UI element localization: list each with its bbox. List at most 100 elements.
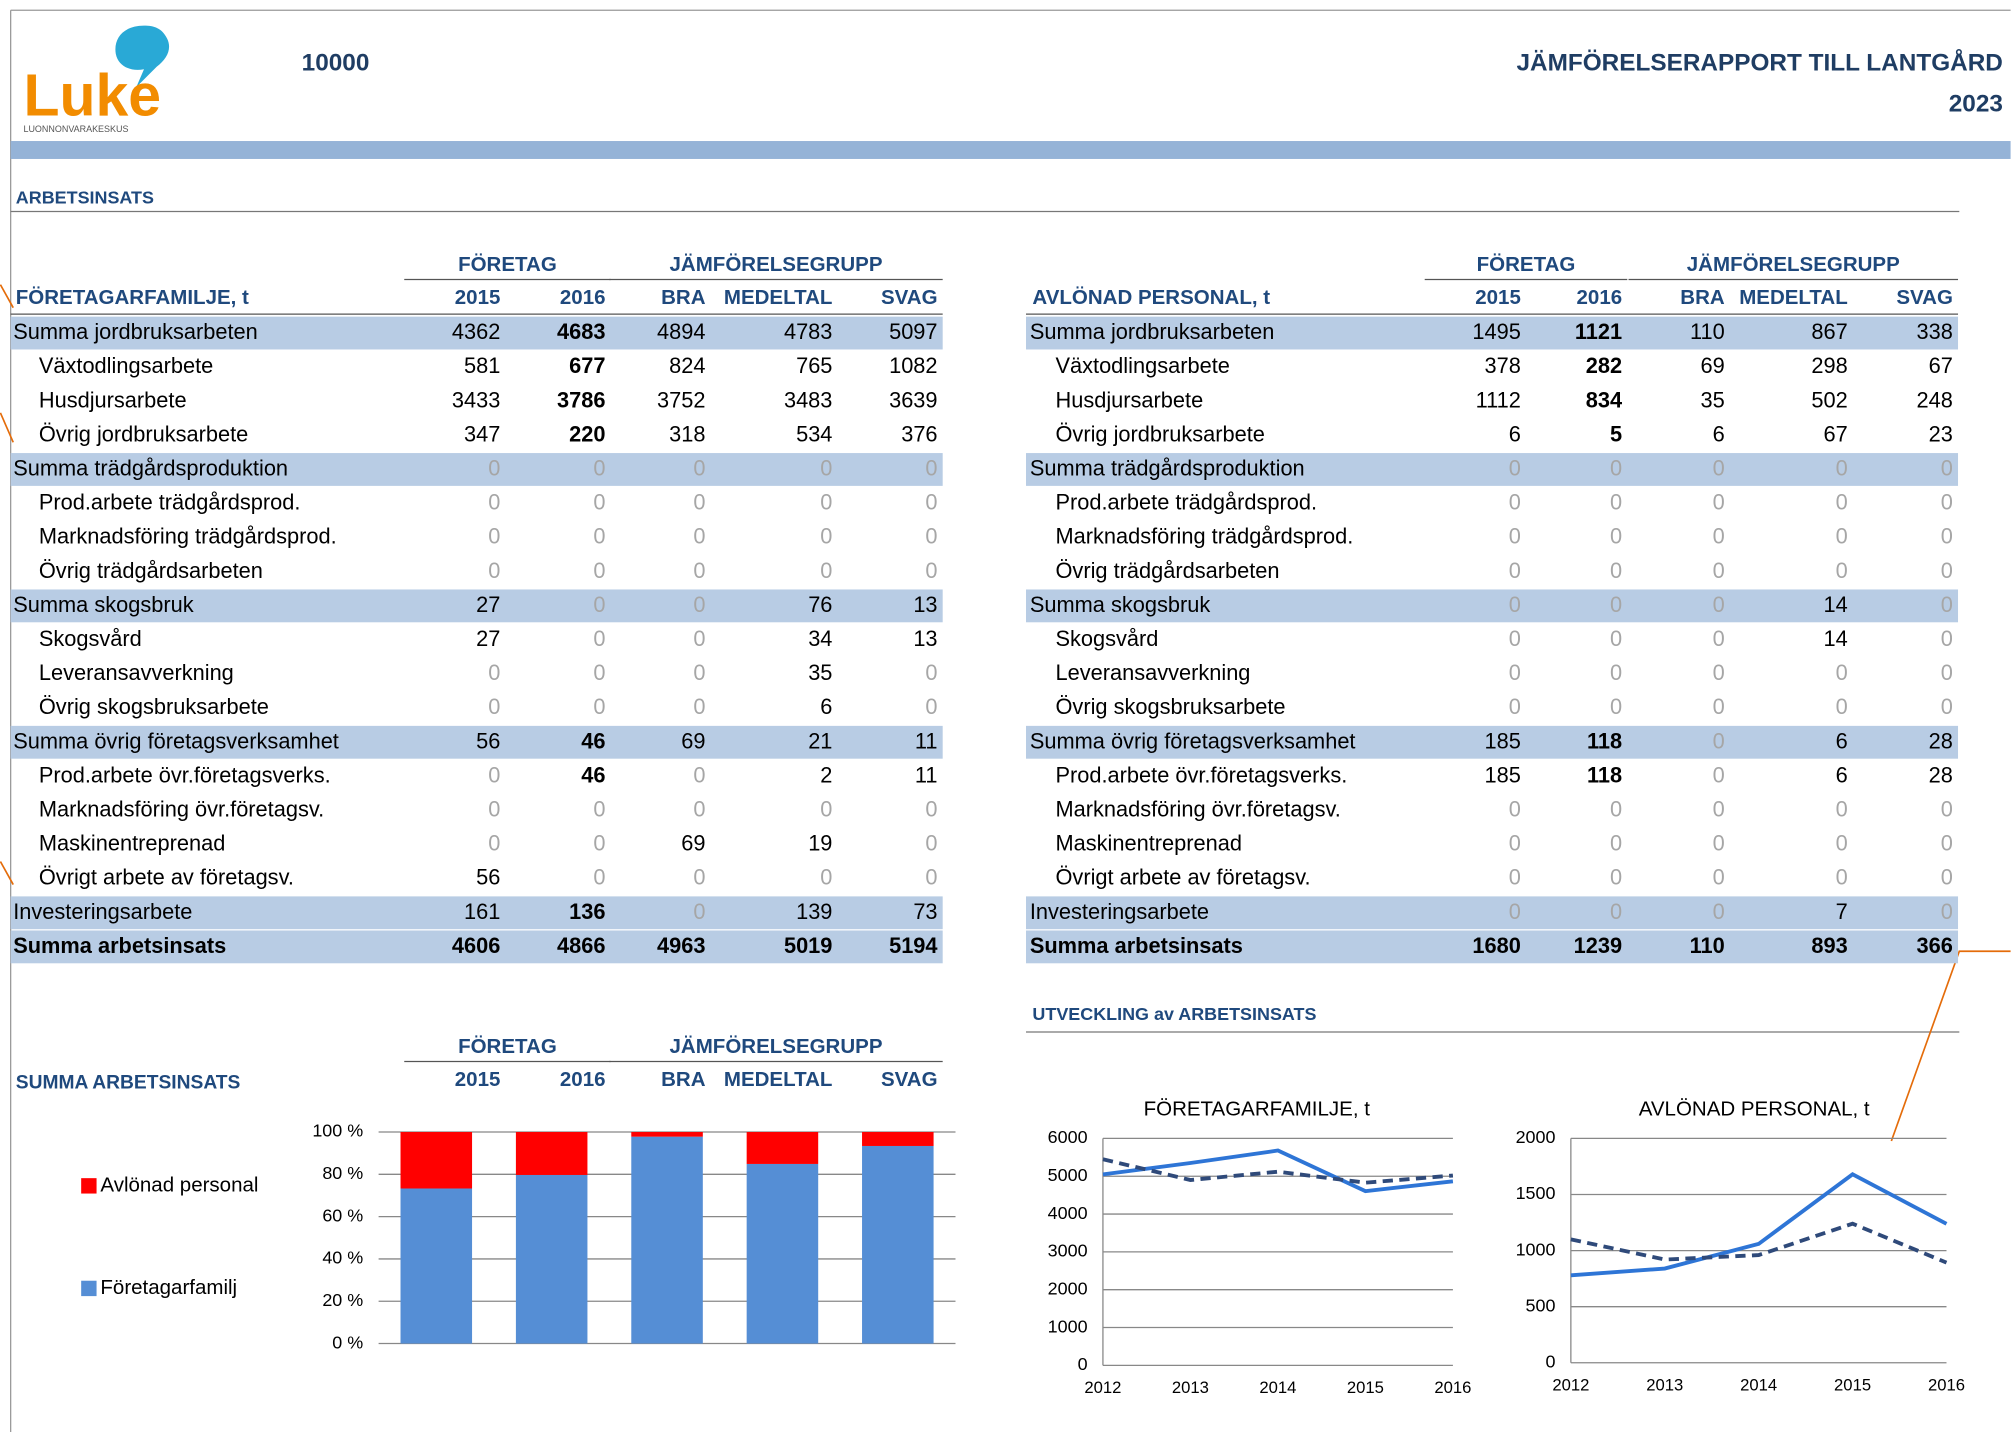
row-label: Övrig jordbruksarbete [39,421,248,446]
cell: 4683 [557,319,605,344]
x-tick-label: 2016 [1928,1375,1965,1394]
cell: 118 [1587,728,1622,753]
cell: 338 [1917,319,1953,344]
cell: 139 [796,899,832,924]
row-label: Övrig skogsbruksarbete [1055,694,1285,719]
cell: 0 [693,796,705,821]
cell: 46 [581,762,605,787]
cell: 0 [1941,455,1953,480]
cell: 0 [1713,865,1725,890]
column-header: 2016 [560,286,606,309]
column-group: FÖRETAG [1477,253,1576,276]
legend-label: Företagarfamilj [100,1276,237,1299]
cell: 0 [925,490,937,515]
row-label: Husdjursarbete [39,387,187,412]
cell: 0 [693,592,705,617]
cell: 0 [925,524,937,549]
cell: 6 [820,694,832,719]
chart-title: AVLÖNAD PERSONAL, t [1639,1098,1870,1121]
cell: 0 [820,524,832,549]
cell: 534 [796,421,832,446]
cell: 28 [1929,762,1953,787]
cell: 0 [593,865,605,890]
row-band [1026,896,1959,930]
cell: 3433 [452,387,500,412]
row-label: Prod.arbete övr.företagsverks. [1055,762,1347,787]
cell: 14 [1824,592,1848,617]
cell: 14 [1824,626,1848,651]
cell: 0 [1713,796,1725,821]
cell: 0 [693,865,705,890]
cell: 0 [1713,762,1725,787]
row-band [1026,725,1959,759]
cell: 834 [1586,387,1622,412]
cell: 185 [1485,728,1521,753]
row-label: Marknadsföring övr.företagsv. [1055,796,1340,821]
cell: 0 [925,865,937,890]
cell: 0 [488,660,500,685]
column-group: JÄMFÖRELSEGRUPP [670,1035,883,1058]
row-label: Summa jordbruksarbeten [13,319,258,344]
cell: 0 [925,831,937,856]
cell: 0 [1610,694,1622,719]
y-tick-label: 0 [1545,1352,1555,1372]
row-label: Växtodlingsarbete [1055,353,1229,378]
cell: 220 [569,421,605,446]
row-label: Summa arbetsinsats [1030,933,1243,958]
row-band [10,896,943,930]
column-header: BRA [661,1068,706,1091]
cell: 0 [488,558,500,583]
cell: 2 [820,762,832,787]
column-header: 2016 [1577,286,1623,309]
cell: 765 [796,353,832,378]
cell: 0 [925,455,937,480]
cell: 0 [1610,899,1622,924]
table-title: FÖRETAGARFAMILJE, t [16,286,249,309]
cell: 0 [1836,660,1848,685]
column-header: 2015 [1475,286,1521,309]
cell: 0 [1610,455,1622,480]
cell: 0 [1941,899,1953,924]
row-band [10,316,943,350]
cell: 0 [1836,490,1848,515]
cell: 0 [593,558,605,583]
row-label: Summa skogsbruk [13,592,193,617]
cell: 0 [1509,626,1521,651]
bar-segment [746,1132,819,1164]
cell: 0 [488,796,500,821]
table-title: AVLÖNAD PERSONAL, t [1032,286,1270,309]
cell: 502 [1811,387,1847,412]
cell: 5194 [889,933,937,958]
cell: 4963 [657,933,705,958]
farm-id: 10000 [302,50,370,77]
y-tick-label: 100 % [312,1121,363,1141]
bar-segment [862,1145,934,1344]
legend-swatch [81,1178,97,1194]
cell: 4866 [557,933,605,958]
bar-segment [746,1163,819,1344]
cell: 185 [1485,762,1521,787]
cell: 0 [1836,831,1848,856]
cell: 0 [925,694,937,719]
cell: 0 [1713,558,1725,583]
cell: 0 [1509,490,1521,515]
cell: 0 [488,490,500,515]
x-tick-label: 2014 [1740,1375,1777,1394]
column-header: MEDELTAL [724,1068,833,1091]
cell: 0 [1610,796,1622,821]
row-label: Övrig trädgårdsarbeten [39,558,263,583]
row-label: Marknadsföring trädgårdsprod. [39,524,337,549]
cell: 0 [1836,694,1848,719]
y-tick-label: 1000 [1048,1316,1088,1336]
cell: 0 [1509,455,1521,480]
y-tick-label: 0 % [332,1332,363,1352]
y-tick-label: 4000 [1048,1203,1088,1223]
cell: 318 [669,421,705,446]
cell: 0 [1713,831,1725,856]
cell: 0 [1713,455,1725,480]
cell: 0 [1941,524,1953,549]
cell: 0 [1713,899,1725,924]
cell: 0 [925,558,937,583]
cell: 35 [1700,387,1724,412]
y-tick-label: 2000 [1516,1127,1556,1147]
